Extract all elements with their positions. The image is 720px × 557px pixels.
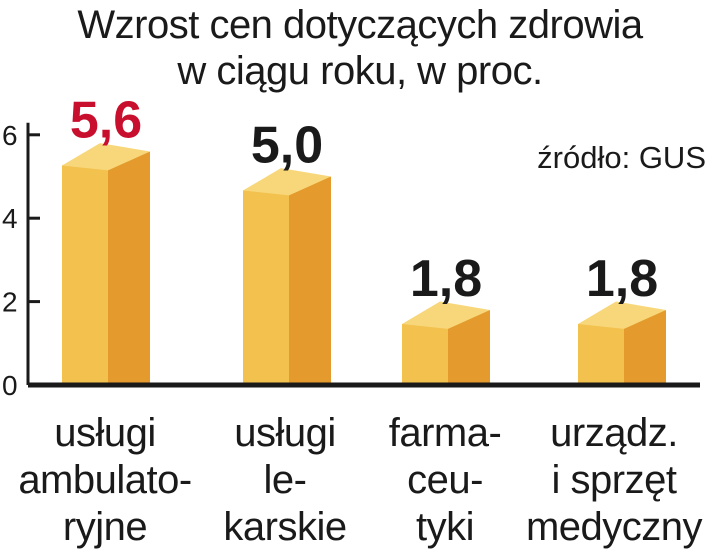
- bar-value-label: 5,0: [251, 117, 323, 175]
- category-label-ambulatoryjne: usługi ambulato- ryjne: [10, 410, 200, 551]
- bar-side: [448, 309, 490, 385]
- chart-title: Wzrost cen dotyczących zdrowia w ciągu r…: [0, 2, 720, 94]
- y-tick-label: 4: [2, 203, 18, 234]
- category-label-line: le-: [263, 458, 307, 502]
- category-label-line: ambulato-: [18, 458, 192, 502]
- category-label-line: usługi: [54, 411, 156, 455]
- y-tick-label: 6: [2, 120, 18, 151]
- bar-side: [108, 151, 150, 385]
- bar-top: [578, 301, 666, 329]
- bar-value-label: 1,8: [586, 250, 658, 308]
- bar-top: [62, 143, 150, 171]
- bar-value-label: 5,6: [70, 91, 142, 149]
- y-tick-label: 0: [2, 370, 18, 401]
- bar-front: [243, 190, 289, 385]
- y-tick-label: 2: [2, 287, 18, 318]
- bar-value-label: 1,8: [410, 250, 482, 308]
- category-label-line: karskie: [223, 505, 347, 549]
- bar-front: [578, 323, 624, 385]
- bar-side: [624, 309, 666, 385]
- category-label-line: medyczny: [525, 505, 703, 549]
- bar-top: [243, 168, 331, 196]
- category-label-lekarskie: usługi le- karskie: [195, 410, 375, 551]
- bar-top: [402, 301, 490, 329]
- bar-side: [289, 176, 331, 385]
- category-label-farmaceutyki: farma- ceu- tyki: [355, 410, 535, 551]
- category-label-line: usługi: [234, 411, 336, 455]
- source-note: źródło: GUS: [537, 140, 706, 175]
- bar-front: [62, 165, 108, 385]
- category-label-line: i sprzęt: [551, 458, 677, 502]
- category-label-line: ryjne: [62, 505, 148, 549]
- category-label-line: farma-: [388, 411, 502, 455]
- title-line-1: Wzrost cen dotyczących zdrowia: [77, 3, 643, 47]
- bar-front: [402, 323, 448, 385]
- title-line-2: w ciągu roku, w proc.: [177, 49, 543, 93]
- category-label-line: ceu-: [407, 458, 483, 502]
- category-label-line: tyki: [416, 505, 475, 549]
- category-label-line: urządz.: [550, 411, 678, 455]
- category-label-sprzet-medyczny: urządz. i sprzęt medyczny: [512, 410, 716, 551]
